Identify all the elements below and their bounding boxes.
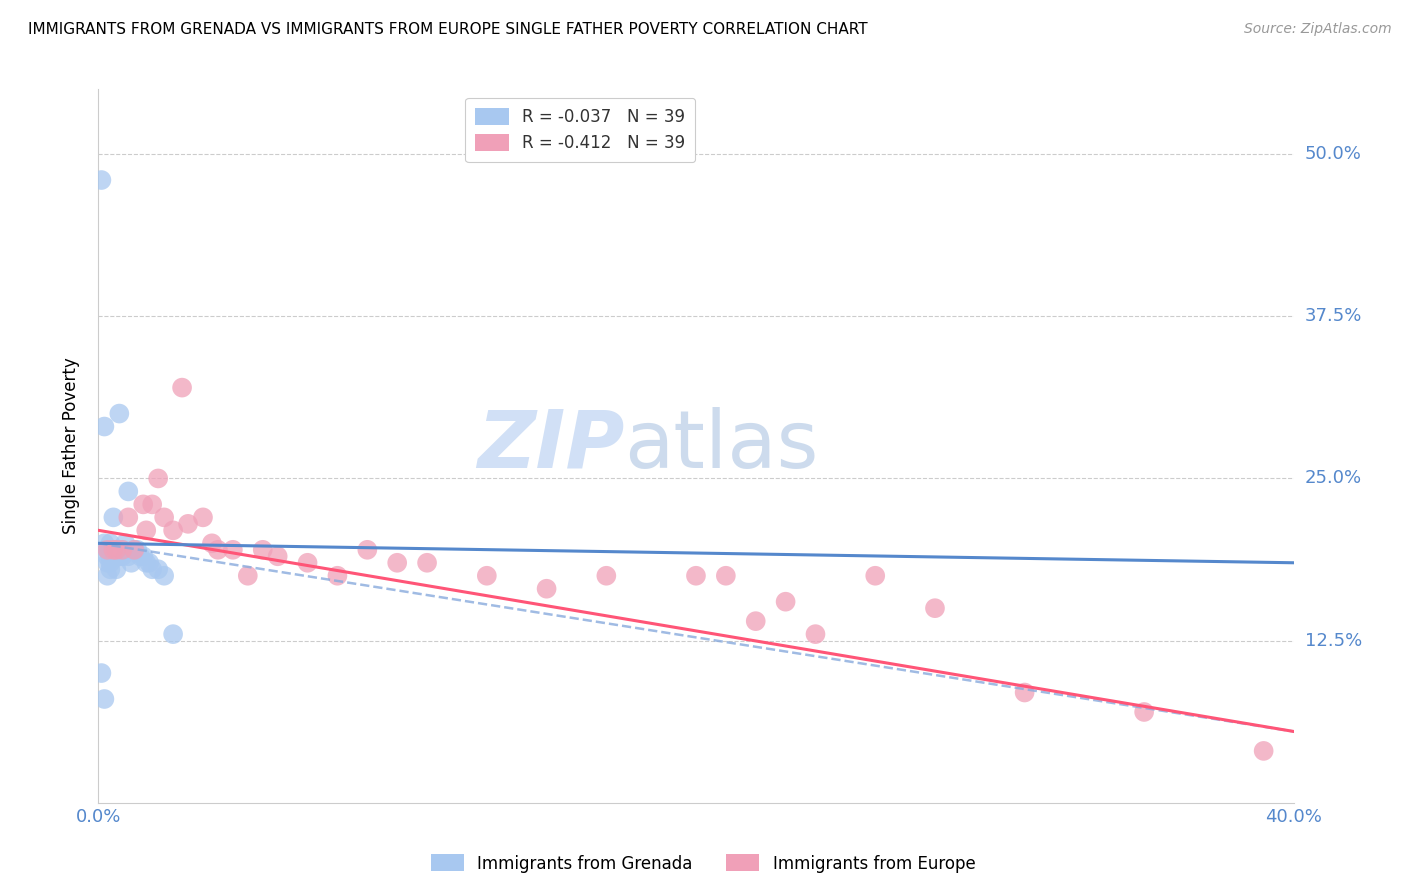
Point — [96, 549, 118, 564]
Point — [172, 381, 194, 395]
Point — [685, 568, 707, 582]
Point — [105, 562, 128, 576]
Point — [108, 549, 131, 564]
Point — [924, 601, 946, 615]
Point — [111, 542, 134, 557]
Point — [745, 614, 768, 628]
Point — [108, 542, 131, 557]
Point — [96, 542, 118, 557]
Point — [297, 556, 319, 570]
Point — [865, 568, 887, 582]
Point — [103, 542, 125, 557]
Point — [105, 542, 128, 557]
Text: 25.0%: 25.0% — [1305, 469, 1362, 487]
Point — [90, 666, 112, 681]
Point — [108, 407, 131, 421]
Point — [90, 173, 112, 187]
Point — [153, 510, 176, 524]
Point — [191, 510, 214, 524]
Text: 12.5%: 12.5% — [1305, 632, 1362, 649]
Point — [416, 556, 439, 570]
Point — [236, 568, 259, 582]
Point — [105, 549, 128, 564]
Point — [93, 419, 115, 434]
Point — [141, 497, 163, 511]
Point — [135, 556, 157, 570]
Point — [267, 549, 290, 564]
Point — [153, 568, 176, 582]
Point — [356, 542, 378, 557]
Text: Source: ZipAtlas.com: Source: ZipAtlas.com — [1244, 22, 1392, 37]
Point — [141, 562, 163, 576]
Point — [127, 542, 149, 557]
Text: ZIP: ZIP — [477, 407, 624, 485]
Point — [536, 582, 558, 596]
Point — [117, 549, 139, 564]
Text: 37.5%: 37.5% — [1305, 307, 1362, 326]
Point — [714, 568, 737, 582]
Text: IMMIGRANTS FROM GRENADA VS IMMIGRANTS FROM EUROPE SINGLE FATHER POVERTY CORRELAT: IMMIGRANTS FROM GRENADA VS IMMIGRANTS FR… — [28, 22, 868, 37]
Point — [132, 549, 155, 564]
Point — [1133, 705, 1156, 719]
Point — [96, 542, 118, 557]
Point — [222, 542, 245, 557]
Point — [1253, 744, 1275, 758]
Y-axis label: Single Father Poverty: Single Father Poverty — [62, 358, 80, 534]
Point — [103, 510, 125, 524]
Point — [177, 516, 200, 531]
Point — [117, 510, 139, 524]
Point — [1014, 685, 1036, 699]
Point — [135, 524, 157, 538]
Point — [148, 562, 170, 576]
Point — [138, 556, 160, 570]
Point — [114, 536, 136, 550]
Legend: R = -0.037   N = 39, R = -0.412   N = 39: R = -0.037 N = 39, R = -0.412 N = 39 — [465, 97, 695, 162]
Point — [111, 549, 134, 564]
Point — [98, 549, 122, 564]
Point — [804, 627, 827, 641]
Point — [129, 549, 152, 564]
Point — [98, 562, 122, 576]
Point — [98, 556, 122, 570]
Point — [103, 549, 125, 564]
Point — [132, 497, 155, 511]
Point — [162, 627, 184, 641]
Point — [326, 568, 349, 582]
Point — [103, 542, 125, 557]
Point — [120, 556, 142, 570]
Point — [385, 556, 409, 570]
Point — [93, 692, 115, 706]
Point — [124, 542, 146, 557]
Point — [775, 595, 797, 609]
Text: 50.0%: 50.0% — [1305, 145, 1361, 163]
Point — [93, 536, 115, 550]
Point — [96, 556, 118, 570]
Point — [595, 568, 617, 582]
Point — [124, 542, 146, 557]
Point — [162, 524, 184, 538]
Point — [252, 542, 274, 557]
Point — [96, 568, 118, 582]
Point — [207, 542, 229, 557]
Text: atlas: atlas — [624, 407, 818, 485]
Point — [105, 542, 128, 557]
Legend: Immigrants from Grenada, Immigrants from Europe: Immigrants from Grenada, Immigrants from… — [425, 847, 981, 880]
Point — [117, 484, 139, 499]
Point — [98, 536, 122, 550]
Point — [201, 536, 224, 550]
Point — [475, 568, 498, 582]
Point — [98, 542, 122, 557]
Point — [148, 471, 170, 485]
Point — [111, 542, 134, 557]
